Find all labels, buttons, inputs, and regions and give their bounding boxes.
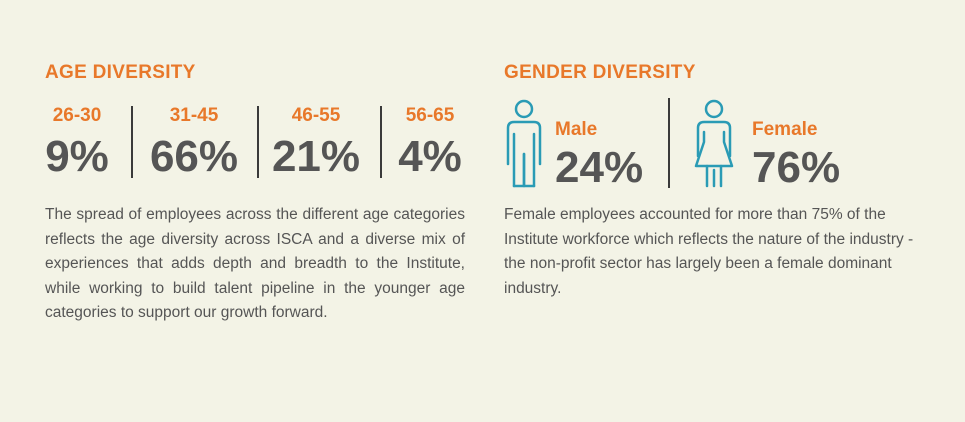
age-group-31-45: 31-45 66% — [149, 104, 239, 186]
age-range-label: 56-65 — [405, 105, 455, 126]
female-percent-value: 76% — [752, 143, 841, 192]
age-divider — [257, 106, 259, 178]
age-diversity-title: AGE DIVERSITY — [45, 62, 196, 83]
age-percent-value: 9% — [45, 132, 109, 181]
age-percent-value: 4% — [398, 132, 462, 181]
age-range-label: 26-30 — [52, 105, 102, 126]
gender-diversity-description: Female employees accounted for more than… — [504, 206, 914, 297]
age-group-56-65: 56-65 4% — [395, 104, 465, 186]
age-percent-value: 21% — [271, 132, 361, 181]
age-group-46-55: 46-55 21% — [271, 104, 361, 186]
age-range-label: 46-55 — [291, 105, 341, 126]
female-person-icon — [694, 99, 734, 188]
gender-divider — [668, 98, 670, 188]
gender-diversity-title: GENDER DIVERSITY — [504, 62, 696, 83]
male-label: Male — [555, 119, 598, 140]
age-range-label: 31-45 — [169, 105, 219, 126]
age-group-26-30: 26-30 9% — [45, 104, 109, 186]
age-divider — [380, 106, 382, 178]
age-divider — [131, 106, 133, 178]
age-stats: 26-30 9% 31-45 66% 46-55 21% 56-65 4% — [45, 104, 465, 186]
male-percent-value: 24% — [555, 143, 644, 192]
male-person-icon — [506, 99, 542, 188]
age-diversity-description: The spread of employees across the diffe… — [45, 206, 465, 321]
female-label: Female — [752, 119, 818, 140]
age-percent-value: 66% — [149, 132, 239, 181]
